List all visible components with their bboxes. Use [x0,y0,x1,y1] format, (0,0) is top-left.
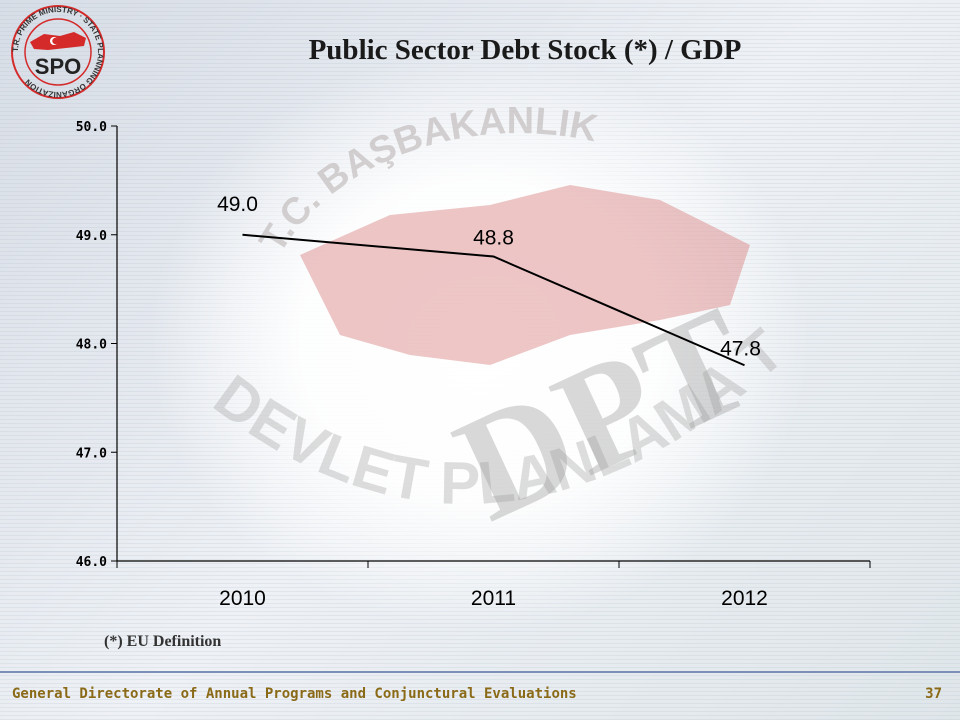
logo-text: SPO [35,54,81,79]
y-tick-label: 49.0 [76,229,107,244]
y-tick-label: 47.0 [76,446,107,461]
y-axis-ticks: 46.0 47.0 48.0 49.0 50.0 [76,120,117,570]
data-label: 49.0 [217,193,258,216]
x-tick-label: 2011 [471,587,516,610]
footnote: (*) EU Definition [104,633,222,650]
x-axis-ticks: 2010 2011 2012 [116,561,871,610]
footer-text: General Directorate of Annual Programs a… [12,686,577,702]
turkey-silhouette-icon [300,185,750,365]
x-tick-label: 2012 [721,587,768,610]
footer-divider [0,671,960,673]
page-title: Public Sector Debt Stock (*) / GDP [308,34,742,66]
data-label: 48.8 [473,227,514,250]
series-line [242,233,745,367]
spo-logo: T.R. PRIME MINISTRY · STATE PLANNING ORG… [4,2,112,102]
dpt-watermark: T.C. BAŞBAKANLIK DPT DEVLET PLANLAMA TEŞ… [168,51,810,595]
x-tick-label: 2010 [219,587,266,610]
series-line-group [242,233,745,367]
y-tick-label: 50.0 [76,120,107,135]
y-tick-label: 48.0 [76,338,107,353]
data-labels: 49.0 48.8 47.8 [217,193,761,361]
data-label: 47.8 [720,337,761,360]
page-number: 37 [925,686,942,702]
y-tick-label: 46.0 [76,555,107,570]
